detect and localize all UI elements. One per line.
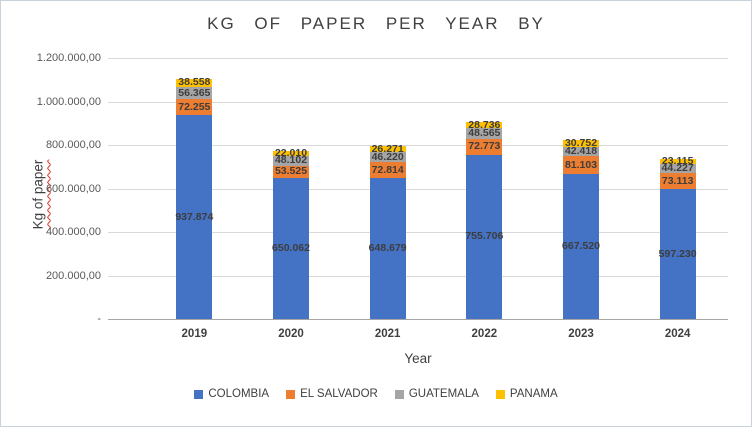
bar-segment-guatemala-2021[interactable]: 46.220 bbox=[369, 150, 406, 163]
data-label: 81.103 bbox=[564, 158, 598, 171]
bar-segment-colombia-2020[interactable]: 650.062 bbox=[272, 177, 310, 319]
y-axis-tick-label: 1.000.000,00 bbox=[36, 95, 101, 108]
x-axis-tick-label: 2019 bbox=[181, 328, 208, 340]
bar-segment-guatemala-2020[interactable]: 48.102 bbox=[273, 154, 309, 167]
data-label: 30.752 bbox=[564, 137, 598, 150]
legend-item-el-salvador[interactable]: EL SALVADOR bbox=[286, 388, 378, 400]
bar-segment-colombia-2021[interactable]: 648.679 bbox=[368, 177, 407, 319]
y-axis-tick-label: 600.000,00 bbox=[45, 182, 101, 195]
bar-2023: 667.520 81.103 42.418 30.752 bbox=[562, 137, 600, 319]
gridline bbox=[108, 145, 728, 146]
bar-segment-el-salvador-2021[interactable]: 72.814 bbox=[369, 162, 406, 178]
x-axis-tick-label: 2023 bbox=[568, 328, 594, 340]
data-label: 23.115 bbox=[661, 154, 694, 167]
bar-segment-guatemala-2019[interactable]: 56.365 bbox=[176, 86, 213, 100]
bar-segment-colombia-2022[interactable]: 755.706 bbox=[465, 154, 504, 319]
data-label: 73.113 bbox=[661, 174, 694, 187]
bar-segment-el-salvador-2020[interactable]: 53.525 bbox=[273, 166, 309, 178]
bar-segment-el-salvador-2023[interactable]: 81.103 bbox=[563, 156, 599, 174]
legend-item-panama[interactable]: PANAMA bbox=[495, 388, 558, 400]
data-label: 22.010 bbox=[274, 146, 308, 159]
bar-2022: 755.706 72.773 48.565 28.736 bbox=[465, 118, 504, 319]
data-label: 42.418 bbox=[564, 145, 598, 158]
legend-swatch bbox=[394, 389, 404, 399]
bar-segment-panama-2022[interactable]: 28.736 bbox=[466, 118, 503, 131]
data-label: 38.558 bbox=[178, 76, 211, 89]
legend-label: EL SALVADOR bbox=[300, 388, 378, 400]
legend-swatch bbox=[286, 389, 296, 399]
bar-2019: 937.874 72.255 56.365 38.558 bbox=[175, 76, 214, 319]
bar-segment-guatemala-2023[interactable]: 42.418 bbox=[563, 145, 599, 158]
data-label: 650.062 bbox=[272, 241, 310, 254]
bar-segment-panama-2020[interactable]: 22.010 bbox=[273, 146, 309, 159]
y-axis-tick-label: 400.000,00 bbox=[45, 226, 101, 238]
bar-segment-panama-2023[interactable]: 30.752 bbox=[563, 137, 599, 150]
data-label: 48.102 bbox=[274, 154, 308, 167]
gridline bbox=[108, 101, 728, 103]
bar-segment-el-salvador-2022[interactable]: 72.773 bbox=[466, 138, 503, 155]
y-axis-tick-label: 800.000,00 bbox=[45, 139, 101, 151]
x-axis-tick-label: 2022 bbox=[471, 328, 498, 340]
y-axis-tick-label: 200.000,00 bbox=[45, 269, 101, 282]
data-label: 755.706 bbox=[465, 230, 504, 243]
bar-segment-colombia-2019[interactable]: 937.874 bbox=[175, 115, 214, 319]
gridline bbox=[108, 275, 728, 277]
bar-segment-guatemala-2024[interactable]: 44.227 bbox=[659, 161, 696, 174]
bar-segment-el-salvador-2019[interactable]: 72.255 bbox=[176, 99, 213, 116]
legend-label: GUATEMALA bbox=[408, 388, 479, 400]
legend-label: PANAMA bbox=[509, 388, 558, 400]
bar-segment-panama-2019[interactable]: 38.558 bbox=[176, 76, 213, 89]
gridline bbox=[108, 232, 728, 233]
gridline bbox=[108, 188, 728, 190]
data-label: 648.679 bbox=[368, 241, 407, 254]
bar-segment-panama-2024[interactable]: 23.115 bbox=[659, 154, 696, 167]
data-label: 48.565 bbox=[468, 127, 501, 140]
chart-title: KG OF PAPER PER YEAR BY bbox=[207, 14, 545, 33]
gridline bbox=[108, 58, 728, 59]
bar-2021: 648.679 72.814 46.220 26.271 bbox=[368, 142, 407, 319]
data-label: 44.227 bbox=[661, 161, 694, 174]
x-axis-tick-label: 2021 bbox=[374, 328, 401, 340]
data-label: 937.874 bbox=[175, 210, 214, 223]
legend-item-guatemala[interactable]: GUATEMALA bbox=[394, 388, 479, 400]
x-axis-tick-label: 2020 bbox=[278, 328, 304, 340]
x-axis-tick-label: 2024 bbox=[664, 328, 691, 340]
bar-segment-colombia-2023[interactable]: 667.520 bbox=[562, 173, 600, 319]
bar-segment-guatemala-2022[interactable]: 48.565 bbox=[466, 127, 503, 140]
legend-swatch bbox=[495, 389, 505, 399]
data-label: 72.255 bbox=[178, 100, 211, 113]
data-label: 72.773 bbox=[468, 140, 501, 153]
legend-label: COLOMBIA bbox=[208, 388, 270, 400]
y-axis-tick-label: - bbox=[97, 313, 101, 325]
bar-segment-colombia-2024[interactable]: 597.230 bbox=[658, 189, 697, 319]
data-label: 597.230 bbox=[658, 247, 697, 260]
x-axis-title: Year bbox=[404, 351, 432, 366]
data-label: 56.365 bbox=[178, 86, 211, 99]
plot-area: 937.874 72.255 56.365 38.558 650.062 53.525 48… bbox=[108, 58, 728, 320]
data-label: 667.520 bbox=[562, 239, 600, 252]
legend-item-colombia[interactable]: COLOMBIA bbox=[194, 388, 269, 400]
data-label: 28.736 bbox=[468, 118, 501, 131]
bar-2024: 597.230 73.113 44.227 23.115 bbox=[658, 154, 697, 319]
y-axis-tick-label: 1.200.000,00 bbox=[36, 52, 101, 64]
bar-2020: 650.062 53.525 48.102 22.010 bbox=[272, 146, 310, 319]
data-label: 26.271 bbox=[371, 142, 404, 155]
bar-segment-el-salvador-2024[interactable]: 73.113 bbox=[659, 173, 696, 190]
data-label: 46.220 bbox=[371, 150, 404, 163]
data-label: 72.814 bbox=[371, 163, 404, 176]
legend-swatch bbox=[194, 389, 204, 399]
bar-segment-panama-2021[interactable]: 26.271 bbox=[369, 142, 406, 155]
data-label: 53.525 bbox=[274, 165, 308, 178]
legend: COLOMBIA EL SALVADOR GUATEMALA PANAMA bbox=[1, 388, 751, 400]
